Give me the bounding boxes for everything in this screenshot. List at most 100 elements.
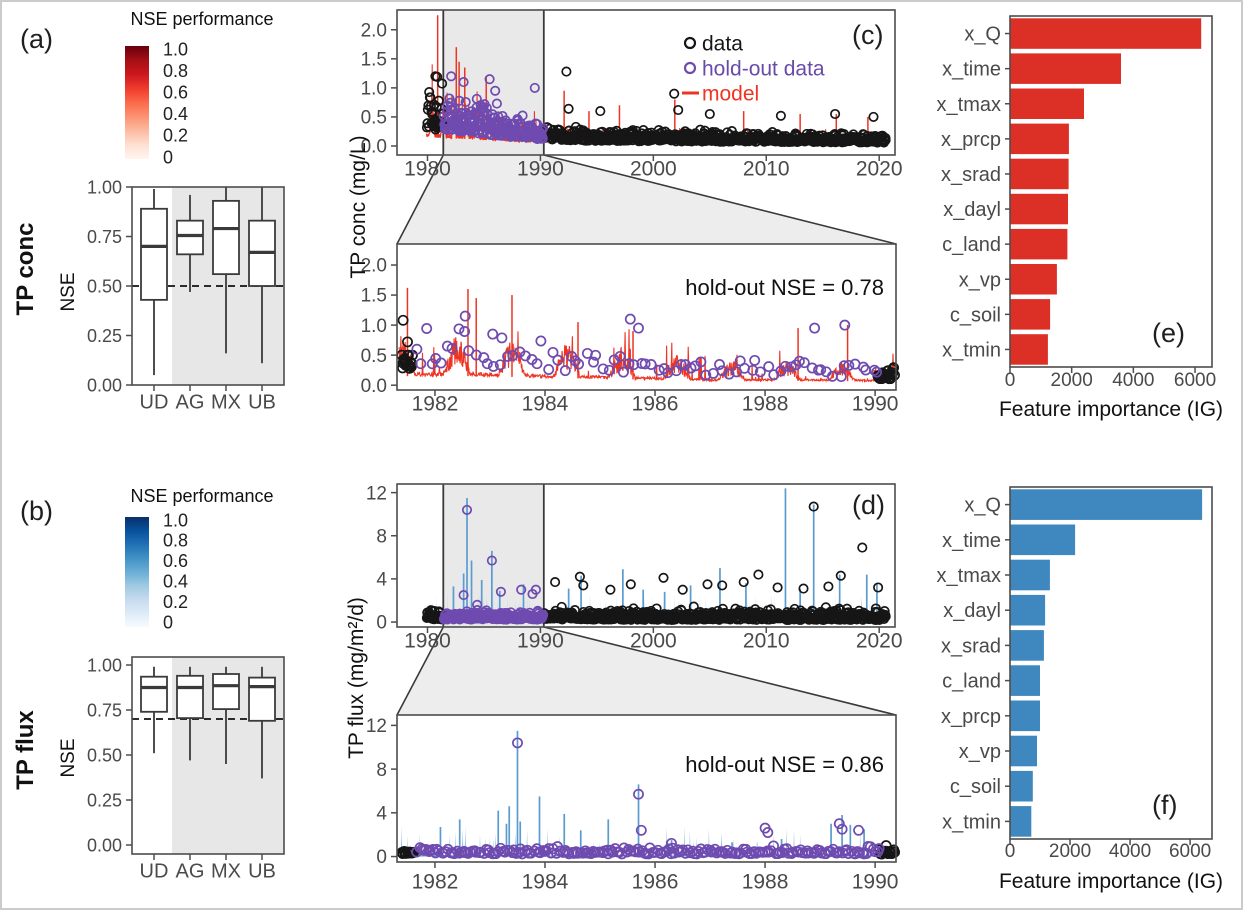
holdout-point [762, 827, 774, 838]
data-point [424, 87, 435, 98]
x-tick-label: 2000 [630, 629, 677, 652]
holdout-shade-region [443, 484, 544, 627]
holdout-point [695, 356, 707, 368]
holdout-point [723, 368, 735, 380]
colorbar-tick-label: 0.8 [163, 61, 188, 81]
category-label: x_tmin [942, 339, 1001, 361]
data-point [880, 611, 891, 622]
plot-frame [1009, 15, 1213, 368]
holdout-point [608, 354, 620, 366]
boxplot-conc-y-axis-label: NSE [58, 272, 79, 312]
plot-frame [1009, 486, 1213, 840]
x-tick-label: 1984 [522, 392, 569, 415]
holdout-point [512, 737, 523, 749]
zoom-connector-line [396, 626, 445, 716]
holdout-point [490, 85, 501, 96]
holdout-point [534, 847, 546, 859]
category-label: AG [176, 392, 205, 414]
holdout-point [442, 124, 454, 136]
bar [1010, 770, 1033, 802]
y-tick-label: 4 [376, 803, 387, 824]
holdout-point [754, 366, 766, 378]
plot-frame [396, 243, 897, 391]
x-tick-label: 1988 [742, 392, 789, 415]
y-tick-label: 12 [366, 483, 387, 504]
data-point [808, 501, 819, 512]
x-tick-label: 1990 [852, 392, 899, 415]
holdout-point [624, 313, 636, 325]
data-point [775, 110, 786, 121]
holdout-point [603, 364, 615, 376]
holdout-point [590, 349, 602, 361]
bar [1010, 524, 1076, 556]
holdout-point [643, 848, 654, 860]
data-point [702, 579, 713, 590]
x-tick-label: 1986 [632, 392, 679, 415]
y-tick-label: 1.0 [361, 316, 387, 337]
bar [1010, 594, 1046, 626]
holdout-nse-annotation-flux: hold-out NSE = 0.86 [685, 752, 884, 777]
holdout-point [763, 361, 775, 373]
category-label: x_dayl [943, 199, 1001, 221]
y-tick-label: 8 [376, 526, 387, 547]
category-label: c_soil [950, 304, 1001, 326]
category-label: x_srad [941, 164, 1001, 186]
y-tick-label: 1.00 [87, 177, 122, 197]
data-point [888, 362, 900, 374]
data-point [879, 606, 890, 617]
data-point [717, 580, 728, 591]
y-tick-label: 12 [366, 716, 387, 737]
holdout-point [460, 96, 471, 108]
holdout-point [749, 354, 761, 366]
bar [1010, 334, 1048, 365]
bar [1010, 88, 1084, 119]
y-tick-label: 1.5 [361, 49, 387, 70]
model-line [398, 329, 897, 384]
data-point [835, 570, 846, 581]
holdout-point [517, 110, 528, 121]
x-tick-label: 4000 [1109, 841, 1151, 862]
panel-label-e: (e) [1152, 318, 1185, 348]
holdout-point [577, 847, 589, 859]
x-tick-label: 1990 [517, 629, 564, 652]
y-tick-label: 0.25 [87, 326, 122, 346]
boxplot-flux-y-axis-label: NSE [58, 738, 79, 778]
x-tick-label: 2020 [856, 157, 903, 180]
bar [1010, 665, 1040, 696]
panel-label-b: (b) [20, 496, 53, 526]
category-label: x_dayl [943, 600, 1001, 622]
bar [1010, 299, 1051, 330]
holdout-point [873, 843, 885, 855]
data-point [625, 579, 636, 590]
holdout-point [588, 356, 599, 368]
data-point [399, 847, 411, 859]
x-tick-label: 1988 [742, 870, 789, 893]
holdout-point [839, 319, 851, 331]
colorbar-tick-label: 0.4 [163, 104, 188, 124]
y-tick-label: 0.25 [87, 790, 122, 810]
category-label: AG [176, 861, 205, 883]
feature-importance-x-axis-label-f: Feature importance (IG) [998, 870, 1224, 893]
data-point [753, 569, 764, 580]
colorbar-tick-label: 0.2 [163, 592, 188, 612]
holdout-point [846, 845, 858, 857]
bar [1010, 228, 1068, 260]
holdout-point [617, 366, 629, 378]
holdout-point [573, 358, 585, 370]
category-label: x_prcp [941, 129, 1001, 151]
holdout-point [779, 360, 791, 372]
panel-label-f: (f) [1152, 790, 1178, 820]
y-tick-label: 0.50 [87, 276, 122, 296]
holdout-point [481, 102, 492, 113]
holdout-point [451, 845, 463, 857]
data-point [704, 108, 715, 120]
colorbar-gradient [125, 46, 149, 159]
legend-label: model [702, 82, 759, 105]
holdout-point [836, 823, 848, 835]
holdout-point [535, 335, 547, 347]
holdout-point [747, 364, 759, 376]
panel-label-a: (a) [20, 24, 53, 54]
holdout-point [675, 359, 687, 371]
holdout-point [487, 360, 499, 372]
